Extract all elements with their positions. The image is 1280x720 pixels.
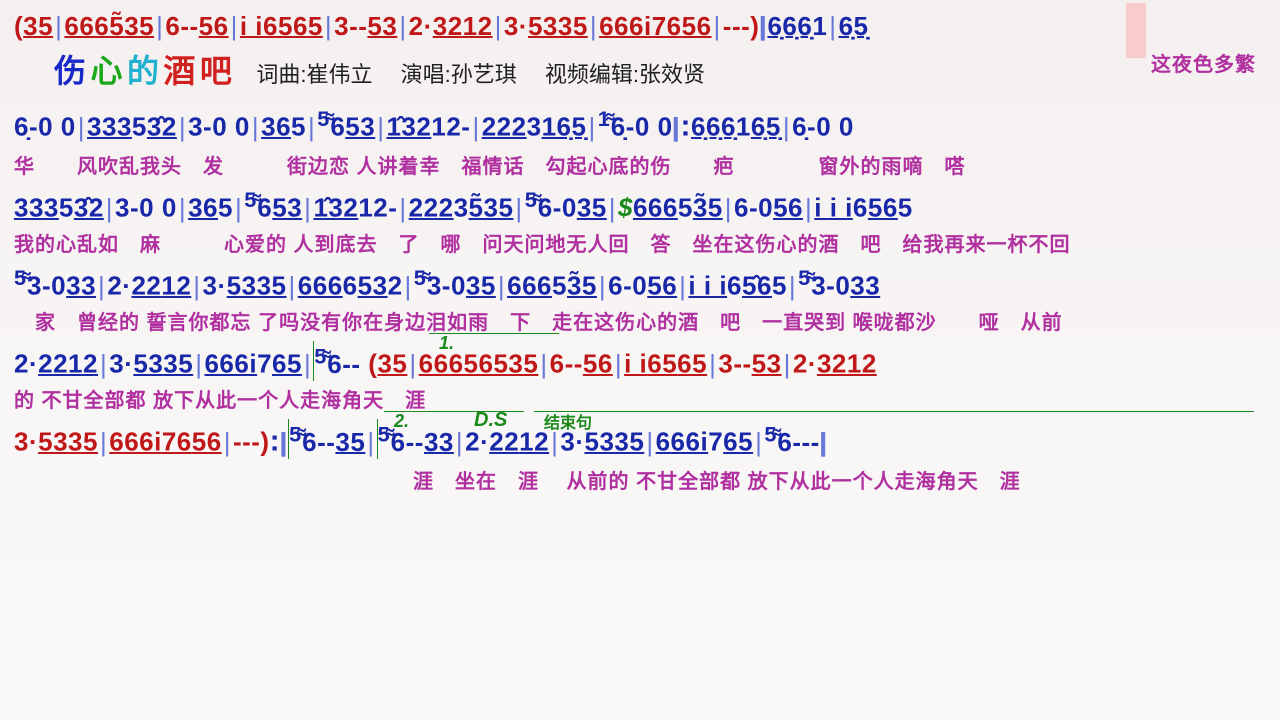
lyric-line-2: 华 风吹乱我头 发 街边恋 人讲着幸 福情话 勾起心底的伤 疤 窗外的雨嘀 嗒 [14, 150, 1266, 179]
singer-label: 演唱: [401, 62, 451, 87]
editor-name: 张效贤 [639, 62, 705, 87]
notation-line-3: 33353̂2|3-0 0|365|5͌653|1̂3212-|22235̃35… [14, 185, 1266, 226]
notation-line-4: 5͌3-033|2·2212|3·5335|6666532|5͌3-035|66… [14, 263, 1266, 304]
notation-line-5: 2·2212|3·5335|666i765|5͌6-- (35|66656535… [14, 341, 1266, 382]
volta-2-label: 2. [394, 411, 409, 432]
title-char-2: 心 [90, 53, 122, 89]
notation-line-1: (35|6665̃35|6--56|i i6565|3--53|2·3212|3… [14, 8, 1266, 44]
ds-marker: D.S [474, 409, 507, 432]
title-char-5: 吧 [200, 53, 232, 89]
score-row-1: (35|6665̃35|6--56|i i6565|3--53|2·3212|3… [14, 8, 1266, 44]
ending-label: 结束句 [544, 409, 592, 433]
lyric-line-4: 家 曾经的 誓言你都忘 了吗没有你在身边泪如雨 下 走在这伤心的酒 吧 一直哭到… [14, 306, 1266, 335]
credits: 词曲:崔伟立 演唱:孙艺琪 视频编辑:张效贤 [256, 62, 705, 87]
lyricist-label: 词曲: [256, 62, 306, 87]
singer-name: 孙艺琪 [451, 62, 517, 87]
title-row: 伤 心 的 酒 吧 词曲:崔伟立 演唱:孙艺琪 视频编辑:张效贤 这夜色多繁 [14, 46, 1266, 92]
score-row-5: 1. 2·2212|3·5335|666i765|5͌6-- (35|66656… [14, 341, 1266, 413]
lyric-line-5: 的 不甘全部都 放下从此一个人走海角天 涯 [14, 384, 1266, 413]
title-char-1: 伤 [54, 53, 86, 89]
score-row-2: 6̣-0 0|33353̂2|3-0 0|365|5͌653|1̂3212-|2… [14, 104, 1266, 179]
lyric-line-3: 我的心乱如 麻 心爱的 人到底去 了 哪 问天问地无人回 答 坐在这伤心的酒 吧… [14, 228, 1266, 257]
title-char-3: 的 [127, 53, 159, 89]
lyric-line-6: 涯 坐在 涯 从前的 不甘全部都 放下从此一个人走海角天 涯 [14, 465, 1266, 494]
volta-1-label: 1. [439, 333, 454, 354]
lyricist-name: 崔伟立 [306, 62, 372, 87]
notation-line-6: 3·5335|666i7656|---):||5͌6--35|5͌6--33|2… [14, 419, 1266, 463]
title-char-4: 酒 [163, 53, 195, 89]
notation-line-2: 6̣-0 0|33353̂2|3-0 0|365|5͌653|1̂3212-|2… [14, 104, 1266, 148]
score-row-3: 33353̂2|3-0 0|365|5͌653|1̂3212-|22235̃35… [14, 185, 1266, 257]
ending-bracket [534, 411, 1254, 412]
lyric-fragment-1: 这夜色多繁 [1151, 48, 1256, 77]
score-row-4: 5͌3-033|2·2212|3·5335|6666532|5͌3-035|66… [14, 263, 1266, 335]
editor-label: 视频编辑: [545, 62, 639, 87]
score-row-6: 2. D.S 结束句 3·5335|666i7656|---):||5͌6--3… [14, 419, 1266, 494]
